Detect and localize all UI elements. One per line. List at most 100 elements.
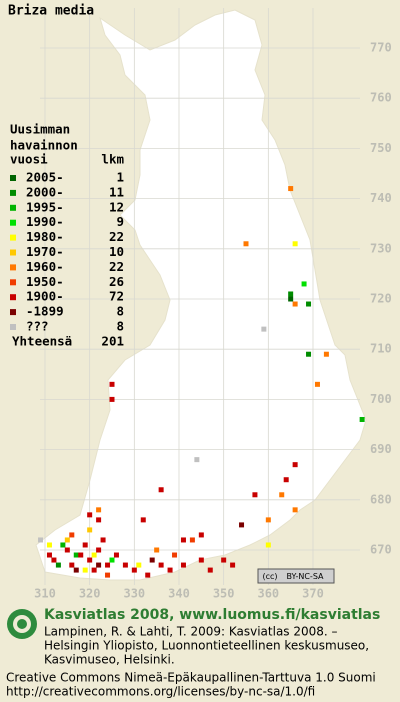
observation-square	[136, 562, 142, 568]
observation-square	[252, 492, 258, 498]
observation-square	[180, 562, 186, 568]
observation-square	[38, 537, 44, 543]
observation-square	[207, 567, 213, 573]
observation-square	[96, 517, 102, 523]
observation-square	[122, 562, 128, 568]
observation-square	[301, 281, 307, 287]
legend-header: Uusimman	[10, 122, 70, 137]
legend-header: havainnon	[10, 138, 78, 153]
observation-square	[96, 562, 102, 568]
legend-swatch	[10, 294, 16, 301]
y-tick-label: 760	[370, 91, 392, 105]
observation-square	[109, 396, 115, 402]
observation-square	[140, 517, 146, 523]
legend-count: 8	[116, 304, 124, 319]
legend-label: 1950-	[26, 274, 64, 289]
observation-square	[198, 557, 204, 563]
observation-square	[292, 301, 298, 307]
legend-label: -1899	[26, 304, 64, 319]
observation-square	[64, 537, 70, 543]
y-tick-label: 750	[370, 141, 392, 155]
observation-square	[239, 522, 245, 528]
observation-square	[221, 557, 227, 563]
observation-square	[145, 572, 151, 578]
legend-label: 1980-	[26, 229, 64, 244]
observation-square	[60, 542, 66, 548]
legend-swatch	[10, 175, 16, 181]
observation-square	[87, 512, 93, 518]
observation-square	[96, 507, 102, 513]
observation-square	[359, 416, 365, 422]
observation-square	[292, 507, 298, 513]
observation-square	[46, 542, 52, 548]
observation-square	[78, 552, 84, 558]
legend-label: 1960-	[26, 259, 64, 274]
legend-label: 2000-	[26, 184, 64, 199]
observation-square	[105, 562, 111, 568]
legend-count: 26	[109, 274, 124, 289]
observation-square	[189, 537, 195, 543]
x-tick-label: 320	[79, 587, 101, 601]
legend-swatch	[10, 279, 16, 286]
observation-square	[87, 527, 93, 533]
legend-label: 1900-	[26, 289, 64, 304]
legend: 2005- 1 2000- 11 1995- 12 1990- 9 1980- 22 1970- 10…	[10, 170, 124, 334]
observation-square	[51, 557, 57, 563]
x-tick-label: 310	[34, 587, 56, 601]
legend-count: 11	[109, 184, 124, 199]
observation-square	[154, 547, 160, 553]
y-tick-label: 770	[370, 41, 392, 55]
citation: Kasvimuseo, Helsinki.	[44, 653, 175, 667]
badge-cc: (cc)	[262, 572, 277, 581]
observation-square	[91, 567, 97, 573]
observation-square	[288, 291, 294, 297]
legend-label: 1990-	[26, 214, 64, 229]
legend-swatch	[10, 249, 16, 256]
observation-square	[46, 552, 52, 558]
observation-square	[261, 326, 267, 332]
observation-square	[100, 537, 106, 543]
observation-squares	[38, 186, 365, 578]
license-url: http://creativecommons.org/licenses/by-n…	[6, 685, 315, 699]
legend-count: 9	[116, 214, 124, 229]
x-tick-label: 370	[302, 587, 324, 601]
observation-square	[158, 562, 164, 568]
legend-count: 1	[116, 170, 124, 185]
observation-square	[198, 532, 204, 538]
observation-square	[91, 552, 97, 558]
y-tick-label: 730	[370, 241, 392, 255]
observation-square	[82, 567, 88, 573]
y-tick-label: 710	[370, 342, 392, 356]
observation-square	[167, 567, 173, 573]
license: Creative Commons Nimeä-Epäkaupallinen-Ta…	[6, 671, 376, 685]
legend-swatch	[10, 219, 16, 226]
legend-swatch	[10, 264, 16, 271]
observation-square	[323, 351, 329, 357]
observation-square	[243, 241, 249, 247]
observation-square	[131, 567, 137, 573]
species-title: Briza media	[8, 4, 94, 19]
observation-square	[288, 296, 294, 302]
x-tick-label: 330	[123, 587, 145, 601]
observation-square	[283, 477, 289, 483]
observation-square	[96, 547, 102, 553]
observation-square	[82, 542, 88, 548]
observation-square	[306, 351, 312, 357]
observation-square	[314, 381, 320, 387]
observation-square	[69, 532, 75, 538]
observation-square	[87, 557, 93, 563]
observation-square	[292, 241, 298, 247]
legend-count-header: lkm	[101, 152, 124, 167]
logo	[7, 609, 37, 639]
legend-count: 10	[109, 244, 124, 259]
legend-swatch	[10, 204, 16, 211]
grid-overlay	[40, 8, 360, 585]
legend-label: 2005-	[26, 170, 64, 185]
observation-square	[265, 517, 271, 523]
observation-square	[230, 562, 236, 568]
observation-square	[55, 562, 61, 568]
legend-label: 1970-	[26, 244, 64, 259]
legend-swatch	[10, 234, 16, 241]
observation-square	[105, 572, 111, 578]
